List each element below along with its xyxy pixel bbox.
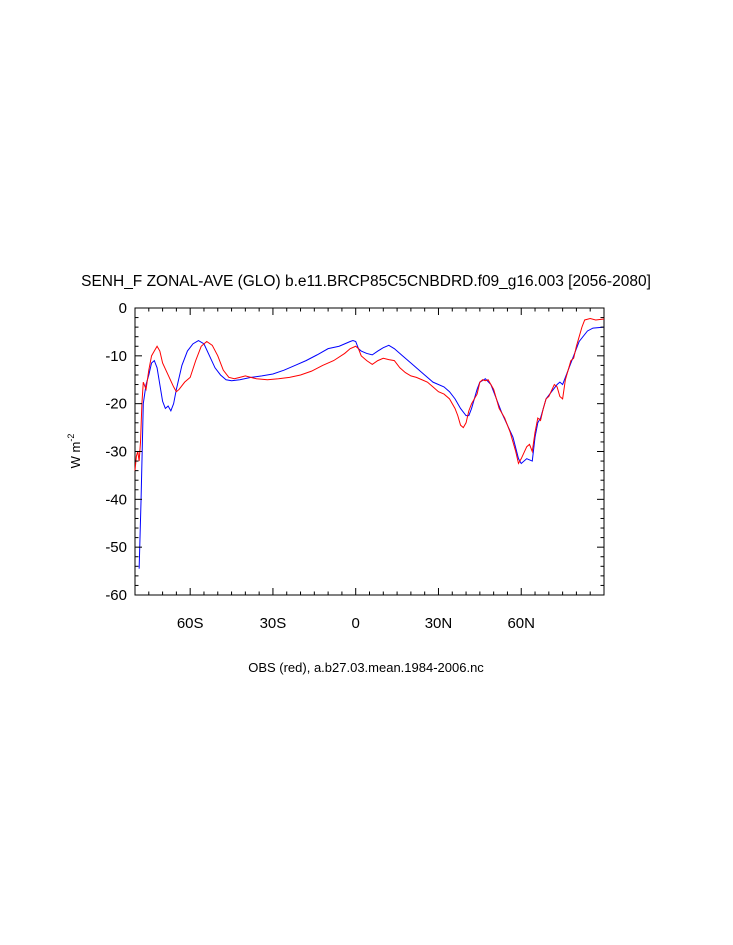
chart-title: SENH_F ZONAL-AVE (GLO) b.e11.BRCP85C5CNB… — [81, 273, 651, 290]
series-layer — [134, 318, 605, 569]
plot-area: 0 -10 -20 -30 -40 -50 -60 60S 30S 0 30N 60N — [105, 300, 605, 632]
tick-layer — [135, 307, 605, 596]
chart-caption: OBS (red), a.b27.03.mean.1984-2006.nc — [248, 660, 484, 675]
x-tick-label: 60N — [507, 615, 535, 632]
y-tick-label: -60 — [105, 587, 127, 604]
y-tick-label: -40 — [105, 491, 127, 508]
y-axis-label: W m-2 — [66, 434, 83, 469]
series-line-2 — [134, 318, 605, 471]
x-tick-label: 30N — [425, 615, 453, 632]
y-tick-label: 0 — [119, 300, 127, 317]
y-tick-label: -50 — [105, 539, 127, 556]
y-tick-label: -10 — [105, 348, 127, 365]
x-tick-label: 0 — [352, 615, 360, 632]
y-tick-label: -20 — [105, 396, 127, 413]
y-tick-label: -30 — [105, 444, 127, 461]
y-axis-label-main: W m — [68, 442, 83, 469]
x-tick-label: 60S — [177, 615, 204, 632]
y-axis-label-exponent: -2 — [66, 434, 76, 442]
tick-label-layer: 0 -10 -20 -30 -40 -50 -60 60S 30S 0 30N 60N — [105, 300, 535, 632]
x-tick-label: 30S — [260, 615, 287, 632]
